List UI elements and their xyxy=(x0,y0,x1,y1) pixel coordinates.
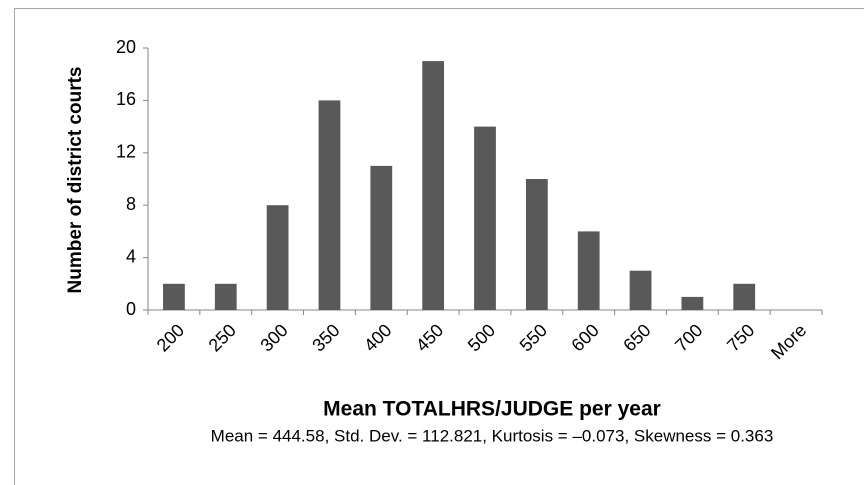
bar xyxy=(525,179,548,310)
chart-frame xyxy=(14,8,864,485)
x-tick-label: 500 xyxy=(464,320,499,355)
x-tick-label: More xyxy=(767,320,810,363)
x-tick-label: 700 xyxy=(671,320,706,355)
x-tick-label: 250 xyxy=(205,320,240,355)
y-tick-label: 16 xyxy=(116,89,136,109)
x-tick-label: 400 xyxy=(360,320,395,355)
bar xyxy=(474,126,496,310)
bar xyxy=(214,283,237,310)
x-tick-label: 450 xyxy=(412,320,447,355)
bar xyxy=(266,205,289,310)
x-tick-label: 750 xyxy=(723,320,758,355)
bar xyxy=(370,165,393,310)
x-tick-label: 650 xyxy=(619,320,654,355)
y-tick-label: 4 xyxy=(126,246,136,266)
bar xyxy=(318,100,341,311)
bar xyxy=(681,296,704,310)
bar xyxy=(733,283,756,310)
bar xyxy=(163,283,185,310)
x-tick-label: 600 xyxy=(567,320,602,355)
bar xyxy=(577,231,600,310)
y-tick-label: 0 xyxy=(126,299,136,319)
x-tick-label: 200 xyxy=(153,320,188,355)
y-axis-label: Number of district courts xyxy=(65,67,86,294)
y-tick-label: 8 xyxy=(126,194,136,214)
y-tick-label: 20 xyxy=(116,37,136,57)
x-tick-label: 550 xyxy=(516,320,551,355)
x-axis-label: Mean TOTALHRS/JUDGE per year xyxy=(323,398,661,421)
x-tick-label: 350 xyxy=(308,320,343,355)
bar xyxy=(629,270,652,310)
y-tick-label: 12 xyxy=(116,142,136,162)
bar xyxy=(422,61,445,310)
x-tick-label: 300 xyxy=(256,320,291,355)
annotation: Mean = 444.58, Std. Dev. = 112.821, Kurt… xyxy=(211,426,774,445)
